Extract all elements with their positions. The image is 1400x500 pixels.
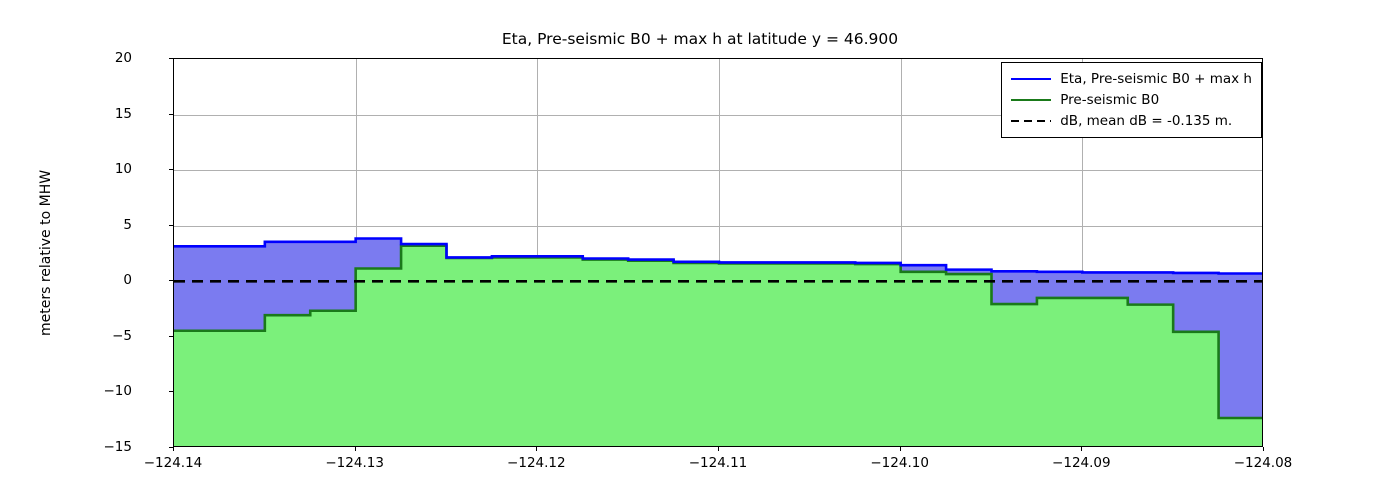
line-eta-max-h: [174, 237, 1262, 275]
x-tick-mark: [899, 447, 901, 451]
legend-label: dB, mean dB = -0.135 m.: [1060, 112, 1233, 129]
x-tick-mark: [173, 447, 174, 451]
y-tick-mark: [169, 113, 173, 115]
x-tick-mark: [1081, 447, 1083, 451]
y-tick-label: 5: [123, 216, 132, 233]
y-tick-mark: [169, 58, 173, 59]
gridline-vertical: [900, 59, 902, 446]
gridline-vertical: [537, 59, 539, 446]
x-tick-label: −124.12: [507, 455, 566, 471]
legend-item: dB, mean dB = -0.135 m.: [1011, 110, 1252, 131]
x-tick-label: −124.13: [325, 455, 384, 471]
y-tick-label: 0: [123, 272, 132, 289]
y-tick-label: 10: [114, 161, 132, 178]
y-tick-mark: [169, 280, 173, 282]
x-tick-label: −124.08: [1233, 455, 1293, 471]
y-tick-mark: [169, 335, 173, 337]
y-tick-label: −15: [103, 439, 133, 455]
gridline-horizontal: [174, 170, 1262, 172]
x-tick-mark: [354, 447, 356, 451]
x-tick-label: −124.09: [1052, 455, 1111, 471]
y-tick-label: 15: [114, 105, 132, 122]
area-fill-preseismic: [174, 245, 1262, 446]
x-tick-label: −124.14: [143, 455, 203, 471]
gridline-vertical: [719, 59, 720, 446]
legend-label: Pre-seismic B0: [1060, 91, 1160, 108]
y-tick-mark: [169, 391, 173, 393]
x-tick-label: −124.11: [688, 455, 748, 471]
gridline-vertical: [1082, 59, 1084, 446]
chart-title: Eta, Pre-seismic B0 + max h at latitude …: [501, 30, 899, 48]
legend: Eta, Pre-seismic B0 + max h Pre-seismic B…: [1001, 62, 1262, 138]
gridline-horizontal: [174, 114, 1262, 116]
legend-item: Eta, Pre-seismic B0 + max h: [1011, 68, 1252, 89]
gridline-horizontal: [174, 225, 1262, 227]
y-tick-label: −10: [103, 383, 133, 400]
legend-label: Eta, Pre-seismic B0 + max h: [1060, 70, 1252, 87]
x-tick-mark: [718, 447, 719, 451]
x-tick-mark: [536, 447, 538, 451]
y-tick-mark: [169, 447, 173, 448]
y-axis-label: meters relative to MHW: [38, 169, 54, 336]
x-tick-mark: [1263, 447, 1264, 451]
y-tick-mark: [169, 224, 173, 226]
chart-series: [174, 237, 1262, 446]
y-tick-label: −5: [112, 327, 132, 344]
x-tick-label: −124.10: [870, 455, 929, 471]
y-tick-mark: [169, 169, 173, 171]
y-tick-label: 20: [114, 50, 132, 66]
legend-item: Pre-seismic B0: [1011, 89, 1252, 110]
